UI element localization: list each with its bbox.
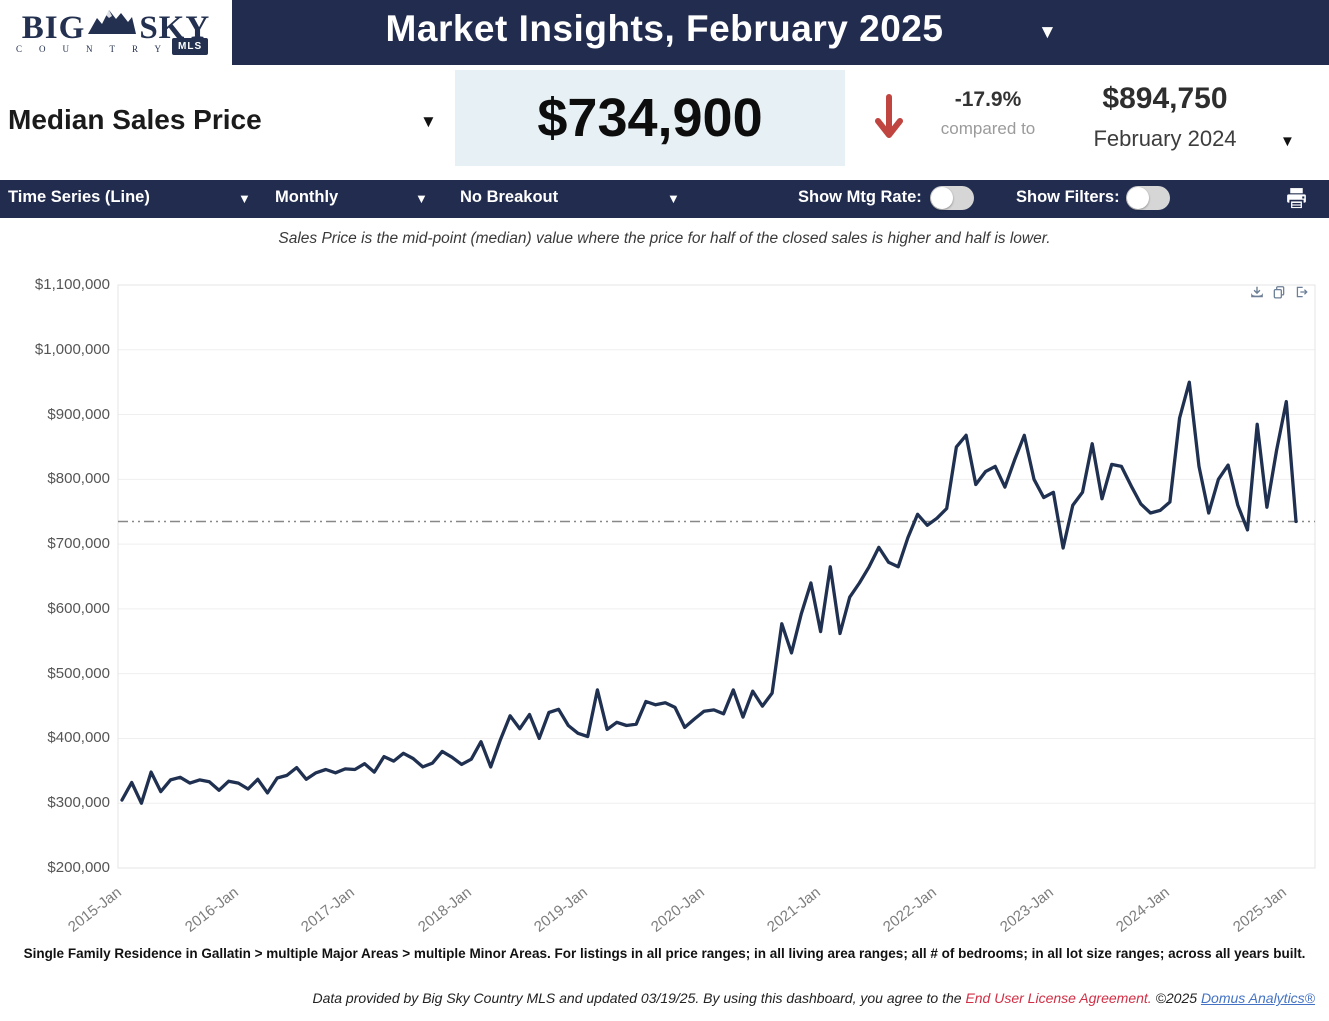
y-tick-label: $1,100,000: [34, 276, 110, 293]
eula-link[interactable]: End User License Agreement.: [965, 990, 1152, 1006]
frequency-select[interactable]: Monthly: [275, 188, 339, 206]
current-value: $734,900: [537, 88, 763, 148]
logo-text-big: BIG: [21, 10, 86, 46]
y-tick-label: $400,000: [47, 729, 110, 747]
median-sales-price-line-chart: [117, 284, 1316, 869]
prior-period-selector[interactable]: February 2024: [1093, 126, 1237, 151]
mountain-icon: [88, 6, 137, 43]
export-chart-icon[interactable]: [1294, 285, 1309, 299]
y-tick-label: $700,000: [47, 535, 110, 553]
credits-copyright: ©2025: [1151, 990, 1201, 1006]
y-tick-label: $900,000: [47, 405, 110, 423]
report-month-dropdown-caret-icon[interactable]: ▼: [1038, 22, 1057, 43]
show-filters-label: Show Filters:: [1016, 188, 1120, 206]
download-chart-icon[interactable]: [1250, 285, 1264, 299]
mls-badge: MLS: [172, 38, 209, 55]
current-value-box: $734,900: [455, 70, 845, 166]
big-sky-country-mls-logo: BIG SKY COUNTRY MLS: [0, 0, 232, 65]
metric-selector[interactable]: Median Sales Price: [8, 104, 262, 135]
metric-selector-caret-icon[interactable]: ▼: [420, 112, 437, 131]
show-mtg-rate-label: Show Mtg Rate:: [798, 188, 922, 206]
breakout-select[interactable]: No Breakout: [460, 188, 559, 206]
y-tick-label: $600,000: [47, 599, 110, 617]
domus-analytics-link[interactable]: Domus Analytics®: [1200, 990, 1315, 1006]
copy-chart-icon[interactable]: [1272, 285, 1286, 299]
breakout-caret-icon[interactable]: ▼: [667, 191, 680, 206]
y-tick-label: $1,000,000: [34, 340, 110, 358]
metric-description: Sales Price is the mid-point (median) va…: [278, 230, 1051, 247]
chart-export-icons: [1250, 285, 1309, 299]
down-arrow-icon: [874, 92, 904, 147]
prior-value: $894,750: [1102, 82, 1228, 115]
show-mtg-rate-toggle[interactable]: [930, 186, 974, 210]
prior-period-caret-icon[interactable]: ▼: [1280, 133, 1295, 150]
frequency-caret-icon[interactable]: ▼: [415, 191, 428, 206]
print-icon[interactable]: [1284, 186, 1309, 216]
page-title: Market Insights, February 2025: [385, 8, 944, 49]
y-tick-label: $300,000: [47, 794, 110, 812]
chart-toolbar: Time Series (Line) ▼ Monthly ▼ No Breako…: [0, 180, 1329, 218]
compared-to-label: compared to: [940, 119, 1036, 138]
active-filters-summary: Single Family Residence in Gallatin > mu…: [23, 946, 1306, 961]
credits-text: Data provided by Big Sky Country MLS and…: [312, 990, 966, 1006]
toggle-knob: [931, 187, 953, 209]
y-tick-label: $500,000: [47, 664, 110, 682]
chart-type-select[interactable]: Time Series (Line): [8, 188, 150, 206]
y-tick-label: $200,000: [47, 859, 110, 876]
credits-line: Data provided by Big Sky Country MLS and…: [0, 990, 1315, 1006]
logo-text-country: COUNTRY: [16, 44, 179, 54]
change-percent: -17.9%: [954, 88, 1022, 111]
show-filters-toggle[interactable]: [1126, 186, 1170, 210]
chart-type-caret-icon[interactable]: ▼: [238, 191, 251, 206]
toggle-knob: [1127, 187, 1149, 209]
header-bar: [232, 0, 1329, 65]
y-tick-label: $800,000: [47, 470, 110, 488]
